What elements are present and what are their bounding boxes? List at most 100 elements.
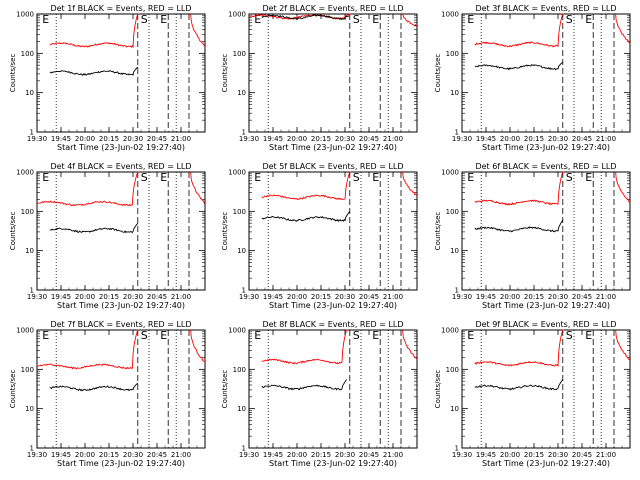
x-tick-label: 19:45 xyxy=(51,293,71,301)
x-tick-label: 20:00 xyxy=(75,293,95,301)
event-marker-label: E xyxy=(372,171,379,184)
x-tick-label: 20:00 xyxy=(287,135,307,143)
plot-frame xyxy=(248,329,418,449)
x-tick-label: 20:30 xyxy=(548,135,568,143)
event-marker-label: E xyxy=(585,13,592,26)
y-tick-label: 10 xyxy=(237,89,246,97)
x-tick-label: 21:00 xyxy=(383,135,403,143)
event-marker-label: E xyxy=(372,329,379,342)
y-tick-label: 100 xyxy=(21,50,34,58)
event-marker-label: E xyxy=(254,13,261,26)
event-marker-label: E xyxy=(160,171,167,184)
y-tick-label: 100 xyxy=(233,366,246,374)
x-tick-label: 19:30 xyxy=(452,135,472,143)
panel-title: Det 1f BLACK = Events, RED = LLD xyxy=(50,4,191,13)
panel-title: Det 9f BLACK = Events, RED = LLD xyxy=(475,320,616,329)
y-tick-label: 1000 xyxy=(441,11,459,19)
x-tick-label: 21:00 xyxy=(596,135,616,143)
event-marker-label: E xyxy=(254,171,261,184)
x-tick-label: 20:45 xyxy=(147,135,167,143)
y-tick-label: 1000 xyxy=(16,169,34,177)
lld-series-line xyxy=(49,13,206,49)
x-tick-label: 19:30 xyxy=(452,451,472,459)
plot-frame xyxy=(248,171,418,291)
x-tick-label: 20:15 xyxy=(524,293,544,301)
x-tick-label: 20:00 xyxy=(75,135,95,143)
x-tick-label: 21:00 xyxy=(171,135,191,143)
x-tick-label: 19:30 xyxy=(452,293,472,301)
x-axis-label: Start Time (23-Jun-02 19:27:40) xyxy=(269,301,397,310)
y-tick-label: 1 xyxy=(242,445,246,453)
event-marker-label: S xyxy=(141,13,148,26)
x-tick-label: 20:45 xyxy=(359,451,379,459)
x-tick-label: 20:15 xyxy=(311,451,331,459)
x-tick-label: 19:30 xyxy=(27,293,47,301)
events-series-line xyxy=(261,379,347,391)
y-tick-label: 1 xyxy=(30,445,34,453)
event-marker-label: S xyxy=(353,13,360,26)
x-tick-label: 20:45 xyxy=(359,135,379,143)
x-tick-label: 20:30 xyxy=(548,293,568,301)
x-tick-label: 20:30 xyxy=(123,293,143,301)
x-tick-label: 19:45 xyxy=(476,293,496,301)
y-tick-label: 10 xyxy=(25,247,34,255)
events-series-line xyxy=(49,382,139,392)
x-tick-label: 20:00 xyxy=(500,451,520,459)
y-axis-label: Counts/sec xyxy=(221,212,229,251)
panel-2: Det 2f BLACK = Events, RED = LLD Counts/s… xyxy=(221,4,418,152)
x-tick-label: 20:00 xyxy=(287,451,307,459)
event-marker-label: E xyxy=(42,171,49,184)
panel-4: Det 4f BLACK = Events, RED = LLD Counts/s… xyxy=(9,162,206,310)
x-tick-label: 20:30 xyxy=(123,451,143,459)
x-tick-label: 20:30 xyxy=(123,135,143,143)
events-series-line xyxy=(49,222,139,234)
y-tick-label: 100 xyxy=(233,208,246,216)
y-tick-label: 100 xyxy=(446,208,459,216)
y-tick-label: 10 xyxy=(450,405,459,413)
y-tick-label: 100 xyxy=(21,208,34,216)
x-tick-label: 20:00 xyxy=(500,293,520,301)
x-tick-label: 21:00 xyxy=(383,293,403,301)
x-tick-label: 19:45 xyxy=(476,451,496,459)
event-marker-label: E xyxy=(467,171,474,184)
y-axis-label: Counts/sec xyxy=(434,370,442,409)
x-tick-label: 20:30 xyxy=(335,293,355,301)
panel-title: Det 2f BLACK = Events, RED = LLD xyxy=(262,4,403,13)
event-marker-label: S xyxy=(566,329,573,342)
x-tick-label: 21:00 xyxy=(596,293,616,301)
y-axis-label: Counts/sec xyxy=(434,54,442,93)
events-series-line xyxy=(474,219,564,233)
event-marker-label: S xyxy=(353,329,360,342)
x-axis-label: Start Time (23-Jun-02 19:27:40) xyxy=(482,459,610,468)
x-tick-label: 19:45 xyxy=(263,293,283,301)
y-tick-label: 100 xyxy=(21,366,34,374)
x-tick-label: 20:15 xyxy=(524,135,544,143)
event-marker-label: E xyxy=(160,329,167,342)
panel-9: Det 9f BLACK = Events, RED = LLD Counts/s… xyxy=(434,320,631,468)
events-series-line xyxy=(474,61,564,71)
x-axis-label: Start Time (23-Jun-02 19:27:40) xyxy=(57,459,185,468)
x-tick-label: 20:15 xyxy=(99,451,119,459)
y-tick-label: 1000 xyxy=(16,11,34,19)
event-marker-label: S xyxy=(141,329,148,342)
y-tick-label: 1 xyxy=(242,287,246,295)
y-tick-label: 1000 xyxy=(228,327,246,335)
x-tick-label: 20:45 xyxy=(572,451,592,459)
x-tick-label: 20:00 xyxy=(287,293,307,301)
plot-frame xyxy=(248,13,418,133)
x-tick-label: 20:30 xyxy=(335,135,355,143)
y-tick-label: 1 xyxy=(455,287,459,295)
plot-frame xyxy=(461,13,631,133)
x-tick-label: 20:45 xyxy=(359,293,379,301)
y-axis-label: Counts/sec xyxy=(9,212,17,251)
x-tick-label: 19:45 xyxy=(476,135,496,143)
y-axis-label: Counts/sec xyxy=(434,212,442,251)
x-tick-label: 19:45 xyxy=(51,451,71,459)
y-tick-label: 100 xyxy=(446,50,459,58)
events-series-line xyxy=(474,379,564,391)
event-marker-label: E xyxy=(42,329,49,342)
x-tick-label: 21:00 xyxy=(383,451,403,459)
plot-frame xyxy=(36,329,206,449)
event-marker-label: E xyxy=(585,329,592,342)
event-marker-label: E xyxy=(42,13,49,26)
